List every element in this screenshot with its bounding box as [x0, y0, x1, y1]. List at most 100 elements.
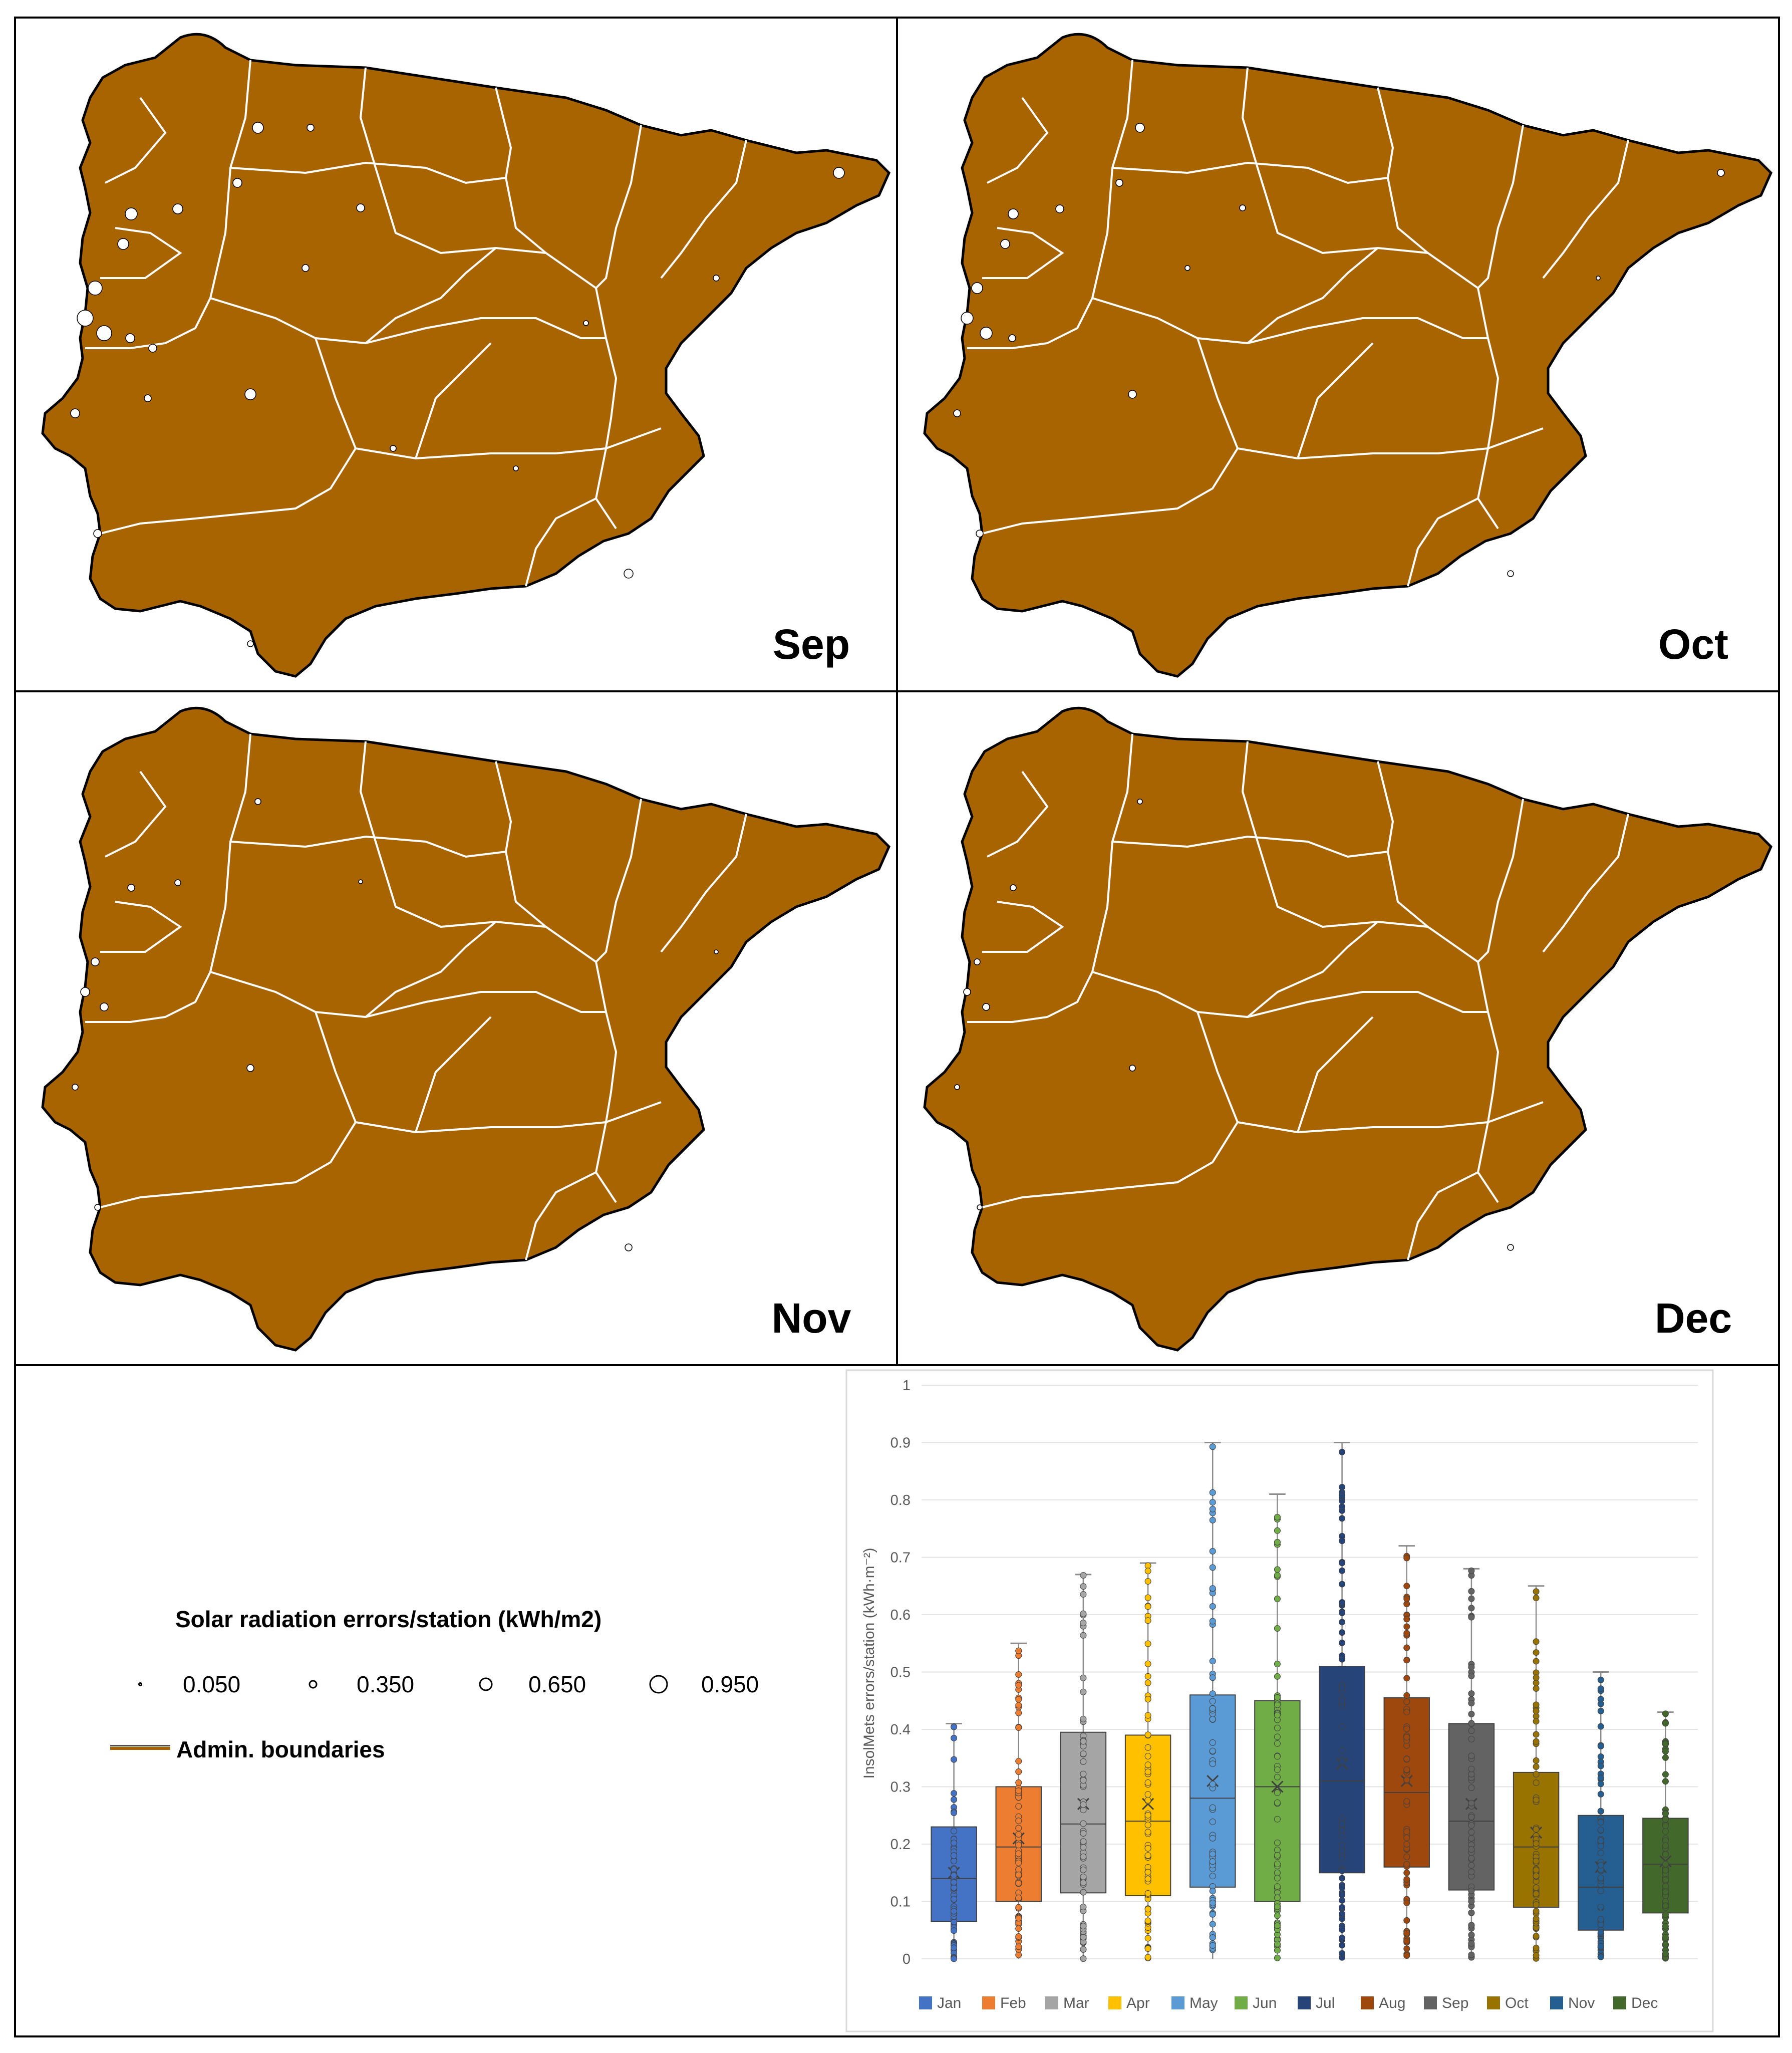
map-grid — [14, 17, 1780, 2037]
data-point — [1662, 1842, 1669, 1849]
data-point — [1274, 1733, 1281, 1740]
data-point — [951, 1734, 958, 1741]
data-point — [951, 1840, 958, 1847]
data-point — [1209, 1674, 1216, 1681]
data-point — [1597, 1790, 1604, 1798]
station-markers — [953, 123, 1725, 577]
data-point — [1533, 1884, 1540, 1891]
bottom-panel-frame — [14, 1364, 1780, 2037]
map-panel-dec: Dec — [925, 708, 1771, 1350]
legend-label-dec: Dec — [1631, 1995, 1658, 2011]
box-mean-marker — [1271, 1780, 1284, 1793]
data-point — [1533, 1731, 1540, 1738]
data-point — [1015, 1803, 1022, 1810]
data-point — [1209, 1603, 1216, 1610]
data-point — [1274, 1572, 1281, 1579]
data-point — [1403, 1630, 1410, 1637]
data-point — [1597, 1827, 1604, 1834]
data-point — [1015, 1850, 1022, 1857]
data-point — [1403, 1595, 1410, 1602]
y-tick-label: 0 — [903, 1951, 911, 1967]
data-point — [1468, 1846, 1475, 1853]
data-point — [1339, 1656, 1346, 1663]
legend-label-oct: Oct — [1505, 1995, 1529, 2011]
boxplot-chart: 0 0.1 0.2 0.3 0.4 0.5 0.6 0.7 0.8 0.9 1 InsolMets … — [845, 1369, 1714, 2032]
data-point — [1015, 1682, 1022, 1689]
data-point — [951, 1872, 958, 1879]
y-tick-label: 0.5 — [890, 1665, 911, 1681]
data-point — [1468, 1727, 1475, 1734]
data-point — [1144, 1731, 1151, 1738]
data-point — [1080, 1903, 1087, 1910]
data-point — [1209, 1698, 1216, 1705]
data-point — [1209, 1705, 1216, 1712]
data-point — [1468, 1735, 1475, 1742]
data-point — [1080, 1934, 1087, 1941]
box-jun — [1254, 1493, 1301, 1961]
data-point — [1209, 1873, 1216, 1880]
data-point — [1403, 1698, 1410, 1705]
data-point — [1662, 1710, 1669, 1717]
data-point — [1533, 1908, 1540, 1915]
data-point — [1144, 1568, 1151, 1575]
data-point — [1274, 1894, 1281, 1901]
box-jul — [1319, 1442, 1365, 1961]
data-point — [1274, 1724, 1281, 1731]
data-point — [1015, 1904, 1022, 1911]
data-point — [1403, 1708, 1410, 1715]
data-point — [1144, 1797, 1151, 1804]
data-point — [1015, 1779, 1022, 1786]
data-point — [1597, 1874, 1604, 1881]
data-point — [1080, 1583, 1087, 1590]
data-point — [1339, 1884, 1346, 1891]
data-point — [1662, 1867, 1669, 1874]
data-point — [1533, 1915, 1540, 1922]
data-point — [1209, 1804, 1216, 1811]
data-point — [1468, 1700, 1475, 1707]
data-point — [1015, 1647, 1022, 1654]
legend-label-may: May — [1189, 1995, 1218, 2011]
data-point — [1209, 1618, 1216, 1625]
data-point — [1597, 1929, 1604, 1936]
data-point — [1403, 1876, 1410, 1883]
data-point — [1597, 1819, 1604, 1826]
data-point — [1339, 1503, 1346, 1510]
data-point — [1533, 1738, 1540, 1745]
data-point — [1468, 1614, 1475, 1621]
data-point — [1274, 1673, 1281, 1680]
map-month-label: Oct — [1658, 621, 1728, 668]
data-point — [1533, 1858, 1540, 1865]
legend-swatch-feb — [982, 1996, 995, 2009]
data-point — [1597, 1943, 1604, 1950]
data-point — [1144, 1812, 1151, 1819]
data-point — [1080, 1853, 1087, 1860]
legend-swatch-jan — [919, 1996, 932, 2009]
data-point — [1597, 1676, 1604, 1683]
data-point — [1209, 1489, 1216, 1496]
data-point — [1468, 1567, 1475, 1574]
data-point — [1015, 1915, 1022, 1922]
data-point — [1274, 1773, 1281, 1780]
box-feb — [995, 1642, 1042, 1959]
map-panel-oct: Oct — [925, 34, 1771, 676]
data-point — [1144, 1744, 1151, 1751]
data-point — [1468, 1931, 1475, 1938]
box-dec — [1642, 1710, 1689, 1962]
data-point — [1144, 1917, 1151, 1924]
iberia-land — [43, 708, 889, 1350]
data-point — [1597, 1707, 1604, 1714]
data-point — [1144, 1945, 1151, 1952]
data-point — [1533, 1718, 1540, 1725]
data-point — [1597, 1850, 1604, 1857]
data-point — [1015, 1831, 1022, 1838]
data-point — [1080, 1738, 1087, 1745]
data-point — [1080, 1844, 1087, 1851]
data-point — [1015, 1702, 1022, 1709]
box-points — [1015, 1647, 1022, 1958]
data-point — [1015, 1757, 1022, 1764]
data-point — [1403, 1952, 1410, 1959]
data-point — [1144, 1906, 1151, 1913]
data-point — [1274, 1513, 1281, 1520]
data-point — [1533, 1933, 1540, 1940]
data-point — [1339, 1581, 1346, 1588]
